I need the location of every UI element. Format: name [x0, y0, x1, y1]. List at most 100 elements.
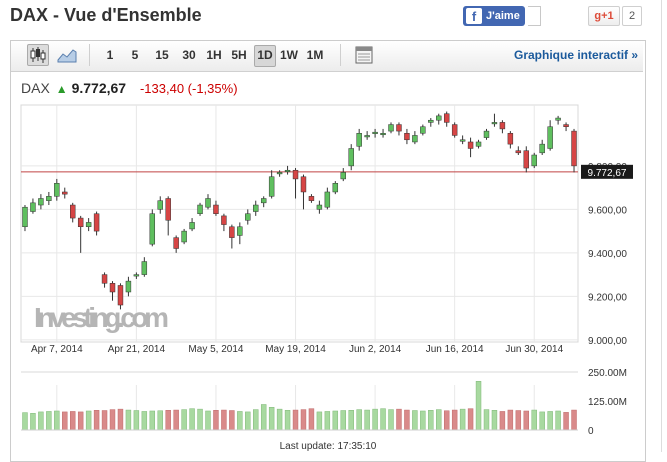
- volume-bar: [157, 410, 163, 431]
- candle-body: [563, 124, 569, 127]
- period-button-1h[interactable]: 1H: [206, 48, 222, 62]
- period-button-1w[interactable]: 1W: [280, 48, 298, 62]
- volume-bar: [467, 408, 474, 431]
- candle-body: [404, 133, 410, 141]
- facebook-like-count: [528, 6, 541, 26]
- quote-price: 9.772,67: [71, 80, 127, 96]
- toolbar-divider: [340, 44, 341, 66]
- candle-body: [77, 217, 84, 228]
- candle-body: [276, 172, 283, 175]
- volume-bar: [396, 408, 402, 431]
- volume-bar: [571, 409, 577, 431]
- candle-body: [372, 131, 378, 134]
- candle-body: [157, 200, 163, 210]
- candle-body: [109, 283, 116, 293]
- candle-body: [515, 150, 522, 154]
- volume-bar: [54, 410, 60, 431]
- volume-bar: [101, 410, 108, 431]
- candle-body: [475, 141, 482, 147]
- volume-bar: [443, 410, 450, 431]
- volume-bar: [459, 408, 466, 431]
- period-button-1m[interactable]: 1M: [306, 48, 324, 62]
- volume-bar: [348, 410, 354, 431]
- volume-bar: [237, 411, 243, 431]
- google-plus-count: 2: [622, 6, 642, 26]
- volume-bar: [22, 412, 28, 431]
- candle-body: [229, 226, 235, 238]
- x-tick-label: Apr 7, 2014: [31, 344, 83, 355]
- volume-bar: [404, 409, 410, 431]
- period-button-1[interactable]: 1: [106, 48, 114, 62]
- volume-bar: [388, 409, 394, 431]
- volume-tick-label: 250.00M: [588, 368, 627, 379]
- period-button-5[interactable]: 5: [131, 48, 139, 62]
- volume-bar: [133, 410, 140, 431]
- candle-body: [420, 126, 426, 134]
- candle-body: [165, 198, 171, 221]
- volume-bar: [563, 412, 569, 431]
- volume-bar: [189, 408, 195, 431]
- volume-bar: [372, 408, 378, 431]
- current-price-label: 9.772,67: [588, 168, 627, 179]
- candle-body: [364, 135, 370, 138]
- volume-bar: [332, 410, 339, 431]
- y-tick-label: 9.200,00: [588, 292, 627, 303]
- candlestick-chart-button[interactable]: [27, 44, 49, 66]
- candle-body: [284, 169, 291, 172]
- table-view-button[interactable]: [353, 44, 375, 66]
- candle-body: [205, 198, 211, 208]
- period-button-5h[interactable]: 5H: [231, 48, 247, 62]
- volume-bar: [253, 409, 259, 431]
- last-update-label: Last update: 17:35:10: [280, 441, 377, 452]
- candle-body: [149, 213, 156, 245]
- volume-bar: [436, 409, 442, 431]
- interactive-chart-link[interactable]: Graphique interactif »: [514, 48, 639, 62]
- volume-bar: [483, 409, 490, 431]
- volume-bar: [412, 410, 418, 431]
- volume-bar: [292, 409, 299, 431]
- volume-bar: [268, 407, 275, 431]
- period-button-15[interactable]: 15: [155, 48, 169, 62]
- volume-bar: [499, 411, 506, 431]
- period-button-30[interactable]: 30: [182, 48, 196, 62]
- volume-bar: [531, 409, 537, 431]
- volume-bar: [555, 410, 561, 431]
- candle-body: [260, 198, 267, 204]
- google-plus-button[interactable]: g+1: [588, 6, 620, 26]
- volume-bar: [380, 408, 386, 431]
- period-button-1d[interactable]: 1D: [254, 45, 276, 67]
- candle-body: [531, 154, 537, 167]
- volume-bar: [221, 409, 227, 431]
- candle-body: [237, 226, 243, 236]
- candle-body: [189, 222, 195, 230]
- candle-body: [380, 133, 386, 136]
- facebook-like-button[interactable]: f J'aime: [463, 6, 525, 26]
- volume-bar: [109, 409, 116, 431]
- candle-body: [539, 143, 545, 154]
- x-tick-label: May 5, 2014: [188, 344, 243, 355]
- candle-body: [125, 280, 132, 293]
- candle-body: [245, 213, 251, 221]
- line-chart-button[interactable]: [56, 44, 78, 66]
- candle-body: [292, 169, 299, 180]
- volume-bar: [507, 409, 514, 431]
- volume-bar: [316, 411, 323, 431]
- volume-bar: [245, 411, 251, 431]
- volume-bar: [125, 409, 132, 431]
- x-tick-label: May 19, 2014: [265, 344, 326, 355]
- y-tick-label: 9.000,00: [588, 336, 627, 347]
- candle-body: [117, 285, 124, 306]
- candle-body: [46, 196, 52, 201]
- candle-body: [459, 139, 466, 142]
- volume-bar: [276, 408, 283, 431]
- volume-bar: [141, 411, 148, 431]
- candle-body: [396, 124, 402, 132]
- volume-tick-label: 0: [588, 426, 594, 437]
- quote-symbol: DAX: [21, 80, 50, 96]
- candle-body: [141, 261, 148, 275]
- plot-area: [20, 104, 579, 343]
- volume-bar: [284, 410, 291, 431]
- price-chart[interactable]: 9.800,009.600,009.400,009.200,009.000,00…: [0, 0, 661, 452]
- candle-body: [22, 206, 28, 228]
- candle-body: [133, 274, 140, 277]
